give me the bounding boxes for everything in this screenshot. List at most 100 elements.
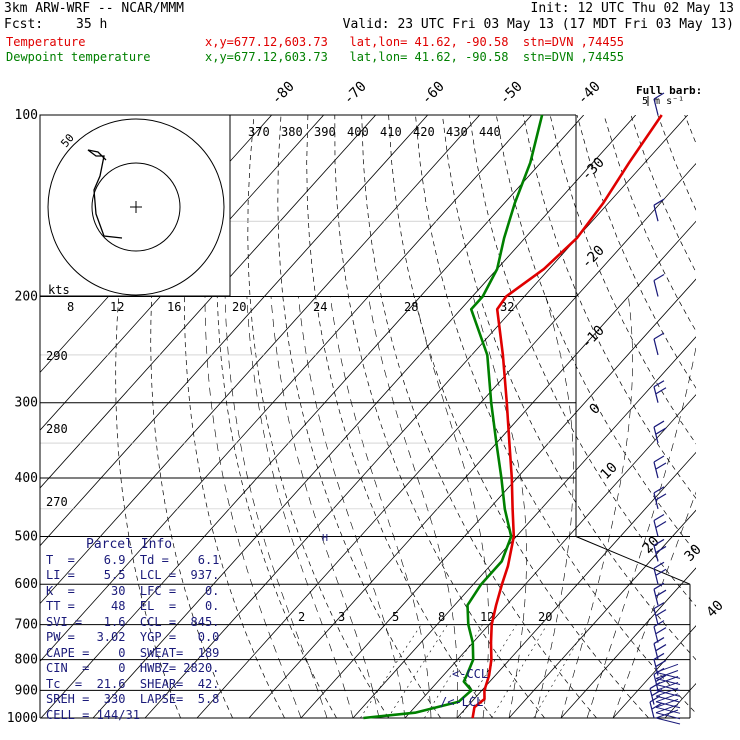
wind-barb — [653, 386, 659, 403]
pressure-tick-label: 200 — [15, 290, 38, 305]
hodograph-ring-outer — [47, 118, 225, 296]
wind-barb — [653, 455, 665, 463]
isotherm-line — [196, 162, 696, 718]
wind-barb — [655, 627, 667, 635]
isotherm-label: -20 — [579, 243, 608, 272]
wind-barb — [655, 493, 667, 501]
isotherm-label: -70 — [341, 79, 370, 108]
wind-barb — [655, 701, 681, 709]
moist-adiabat — [612, 491, 696, 718]
barb-legend-title: Full barb: — [636, 84, 702, 97]
isotherm-line — [560, 567, 696, 718]
dewpoint-legend: Dewpoint temperature — [6, 50, 151, 64]
mixing-ratio-label: 3 — [338, 610, 345, 624]
isotherm-label: -30 — [579, 155, 608, 184]
isotherm-line — [40, 115, 324, 431]
theta-label: 430 — [446, 125, 468, 139]
dry-adiabat — [522, 115, 696, 499]
dry-adiabat — [388, 115, 649, 718]
wind-barb — [655, 670, 679, 679]
wind-barb — [655, 676, 679, 685]
fcst-label: Fcst: — [4, 17, 44, 32]
isotherm-label: 10 — [598, 460, 621, 483]
moist-adiabat — [534, 296, 574, 718]
wind-barb — [653, 589, 659, 606]
mixing-ratio-label: 20 — [538, 610, 552, 624]
parcel-info-row: Tc = 21.6 SHEAR= 42. — [46, 676, 220, 691]
mixing-ratio-label: 2 — [298, 610, 305, 624]
pressure-tick-label: 300 — [15, 396, 38, 411]
wind-barb — [653, 520, 659, 537]
theta-label: 420 — [413, 125, 435, 139]
wind-barb — [655, 684, 681, 692]
mixing-ratio-line — [491, 624, 548, 718]
marker-annotation: H — [322, 533, 328, 544]
theta-label: 400 — [347, 125, 369, 139]
dry-adiabat — [630, 115, 696, 273]
pressure-tick-label: 500 — [15, 529, 38, 544]
wind-barb — [655, 568, 667, 576]
fcst-value: 35 h — [76, 17, 108, 32]
moist-adiabat — [368, 296, 458, 718]
init-time: Init: 12 UTC Thu 02 May 13 — [530, 1, 735, 16]
right-axis-slant — [575, 536, 691, 585]
isotherm-label: 40 — [704, 598, 727, 621]
wind-barb — [655, 589, 667, 597]
wind-barb — [655, 687, 679, 697]
wind-barb — [653, 652, 665, 660]
isotherm-label: -80 — [269, 79, 298, 108]
mixing-ratio-line — [360, 624, 422, 718]
wind-barb — [655, 674, 667, 682]
dry-adiabat — [306, 115, 493, 718]
wind-barb — [653, 486, 665, 494]
barb-legend-units: 5 m s⁻¹ — [642, 96, 684, 107]
parcel-info-panel: Parcel Info T = 6.9 Td = 6.1 LI = 5.5 LCL… — [46, 537, 244, 729]
isotherm-label: -60 — [419, 79, 448, 108]
speed-scale-label: 12 — [110, 300, 124, 314]
isotherm-line — [40, 115, 480, 605]
dry-adiabat-label: 290 — [46, 349, 68, 363]
isotherm-line — [40, 115, 376, 489]
wind-barb — [653, 637, 665, 645]
wind-barb — [655, 387, 667, 395]
wind-barb — [653, 674, 659, 691]
temperature-legend: Temperature — [6, 35, 86, 49]
wind-barb — [653, 274, 665, 282]
wind-barb — [653, 626, 659, 643]
parcel-info-row: SVI = 1.6 CCL = 845. — [46, 614, 220, 629]
wind-barb — [653, 332, 665, 340]
dewpoint-location: x,y=677.12,603.73 lat,lon= 41.62, -90.58… — [205, 50, 625, 64]
wind-barb — [653, 338, 659, 356]
wind-barb — [653, 198, 665, 206]
valid-time: Valid: 23 UTC Fri 03 May 13 (17 MDT Fri … — [342, 17, 734, 32]
parcel-info-row: TT = 48 EL = 0. — [46, 599, 220, 613]
isotherm-label: 30 — [682, 542, 705, 565]
dry-adiabat — [657, 115, 696, 211]
wind-barb — [655, 520, 667, 528]
isotherm-line — [40, 115, 428, 547]
wind-barb — [653, 92, 665, 100]
wind-barb — [653, 582, 665, 590]
wind-barb — [655, 689, 681, 697]
wind-barb — [655, 698, 679, 708]
wind-barb — [655, 712, 681, 720]
speed-scale-label: 8 — [67, 300, 74, 314]
dry-adiabat-label: 270 — [46, 495, 68, 509]
wind-barb — [651, 689, 663, 697]
isotherm-line — [40, 115, 584, 718]
wind-barb — [655, 695, 681, 703]
speed-scale-label: 20 — [232, 300, 246, 314]
wind-barb — [653, 561, 665, 569]
wind-barb — [653, 280, 659, 297]
dry-adiabat — [495, 115, 696, 553]
moist-adiabat — [270, 296, 380, 718]
moist-adiabat — [560, 296, 633, 718]
parcel-info-row: CAPE = 0 SWEAT= 189 — [46, 645, 220, 660]
wind-barb — [653, 205, 659, 222]
wind-barb — [651, 702, 663, 710]
isotherm-label: -40 — [575, 79, 604, 108]
theta-label: 390 — [314, 125, 336, 139]
pressure-tick-label: 1000 — [7, 711, 38, 726]
speed-scale-label: 24 — [313, 300, 327, 314]
